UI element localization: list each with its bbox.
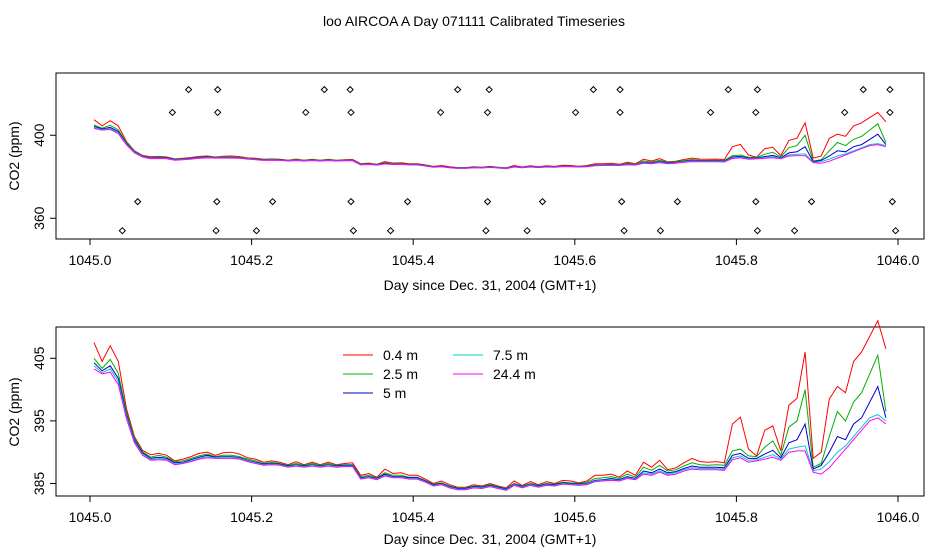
marker-point xyxy=(346,85,354,94)
panel-top: 1045.0 1045.2 1045.4 1045.6 1045.8 1046.0 360… xyxy=(6,72,925,293)
marker-point xyxy=(888,197,897,206)
series-line-top xyxy=(93,127,887,170)
y-axis-label-bottom: CO2 (ppm) xyxy=(6,377,22,446)
x-tick-label: 1045.8 xyxy=(715,509,758,525)
series-line-top xyxy=(93,125,887,169)
marker-point xyxy=(184,85,193,94)
marker-point xyxy=(483,197,492,206)
marker-point xyxy=(620,226,628,235)
x-axis-top: 1045.0 1045.2 1045.4 1045.6 1045.8 1046.0 xyxy=(69,239,920,268)
marker-point xyxy=(523,226,531,235)
legend-label: 2.5 m xyxy=(383,366,418,382)
x-tick-label: 1045.8 xyxy=(715,252,758,268)
marker-point xyxy=(213,85,222,94)
marker-point xyxy=(252,226,261,235)
y-axis-label-top: CO2 (ppm) xyxy=(6,121,22,190)
marker-point xyxy=(807,197,816,206)
y-tick-label: 395 xyxy=(31,409,47,433)
marker-point xyxy=(752,197,760,206)
series-line xyxy=(93,319,887,489)
panel-bottom: 1045.0 1045.2 1045.4 1045.6 1045.8 1046.0 385… xyxy=(6,319,925,547)
marker-point xyxy=(886,108,894,117)
x-tick-label: 1045.0 xyxy=(69,252,112,268)
x-tick-label: 1045.2 xyxy=(230,252,273,268)
marker-point xyxy=(347,197,355,206)
y-tick-label: 360 xyxy=(31,206,47,230)
marker-point xyxy=(349,226,358,235)
series-line xyxy=(93,362,887,490)
marker-point xyxy=(168,108,177,117)
marker-point xyxy=(589,85,598,94)
marker-point xyxy=(347,108,355,117)
series-line-top xyxy=(93,123,887,169)
marker-point xyxy=(840,108,849,117)
x-tick-label: 1045.2 xyxy=(230,509,273,525)
marker-point xyxy=(617,197,626,206)
series-lines-top xyxy=(93,111,887,170)
marker-point xyxy=(483,108,492,117)
series-lines-bottom xyxy=(93,319,887,491)
marker-point xyxy=(538,197,547,206)
marker-point xyxy=(212,226,220,235)
marker-point xyxy=(436,108,445,117)
plot-frame-top xyxy=(55,72,925,240)
marker-point xyxy=(403,197,412,206)
series-line xyxy=(93,365,887,491)
marker-point xyxy=(656,226,665,235)
marker-point xyxy=(213,108,222,117)
y-tick-label: 385 xyxy=(31,472,47,496)
x-axis-bottom: 1045.0 1045.2 1045.4 1045.6 1045.8 1046.0 xyxy=(69,496,920,525)
legend-label: 7.5 m xyxy=(493,347,528,363)
figure-title: loo AIRCOA A Day 071111 Calibrated Times… xyxy=(323,13,625,29)
series-line-top xyxy=(93,111,887,169)
marker-point xyxy=(302,108,310,117)
x-axis-label-bottom: Day since Dec. 31, 2004 (GMT+1) xyxy=(384,531,597,547)
markers-top xyxy=(118,85,900,235)
marker-point xyxy=(752,108,760,117)
marker-point xyxy=(859,85,867,94)
x-tick-label: 1046.0 xyxy=(877,509,920,525)
legend-label: 5 m xyxy=(383,385,406,401)
legend: 0.4 m 2.5 m 5 m 7.5 m 24.4 m xyxy=(343,347,536,401)
marker-point xyxy=(790,226,799,235)
marker-point xyxy=(891,226,900,235)
marker-point xyxy=(706,108,715,117)
legend-label: 24.4 m xyxy=(493,366,536,382)
marker-point xyxy=(453,85,462,94)
legend-label: 0.4 m xyxy=(383,347,418,363)
marker-point xyxy=(886,85,894,94)
marker-point xyxy=(616,108,624,117)
y-tick-label: 405 xyxy=(31,346,47,370)
marker-point xyxy=(118,226,127,235)
x-tick-label: 1045.4 xyxy=(392,252,435,268)
plot-frame-bottom xyxy=(55,326,925,497)
marker-point xyxy=(482,226,490,235)
marker-point xyxy=(320,85,329,94)
marker-point xyxy=(386,226,395,235)
y-axis-bottom: 385 395 405 xyxy=(31,346,56,495)
marker-point xyxy=(571,108,580,117)
marker-point xyxy=(673,197,682,206)
marker-point xyxy=(753,85,762,94)
x-tick-label: 1045.4 xyxy=(392,509,435,525)
x-tick-label: 1045.6 xyxy=(553,509,596,525)
marker-point xyxy=(616,85,624,94)
x-axis-label-top: Day since Dec. 31, 2004 (GMT+1) xyxy=(384,277,597,293)
marker-point xyxy=(724,85,733,94)
marker-point xyxy=(213,197,221,206)
x-tick-label: 1045.6 xyxy=(553,252,596,268)
marker-point xyxy=(485,85,493,94)
y-tick-label: 400 xyxy=(31,123,47,147)
marker-point xyxy=(753,226,762,235)
series-line xyxy=(93,353,887,490)
series-line xyxy=(93,368,887,491)
x-tick-label: 1045.0 xyxy=(69,509,112,525)
x-tick-label: 1046.0 xyxy=(877,252,920,268)
marker-point xyxy=(268,197,277,206)
y-axis-top: 360 400 xyxy=(31,123,56,230)
marker-point xyxy=(133,197,142,206)
